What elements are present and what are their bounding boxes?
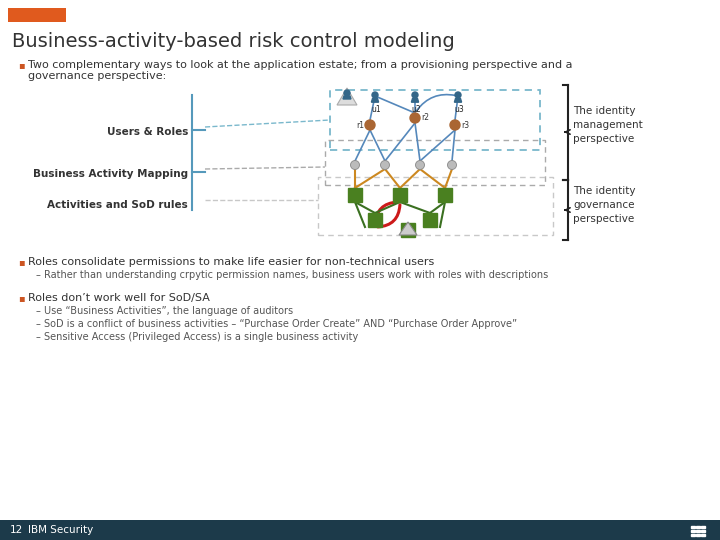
Text: r1: r1 xyxy=(356,120,364,130)
Bar xyxy=(348,188,362,202)
Text: Roles don’t work well for SoD/SA: Roles don’t work well for SoD/SA xyxy=(28,293,210,303)
Polygon shape xyxy=(343,96,351,99)
Text: Business-activity-based risk control modeling: Business-activity-based risk control mod… xyxy=(12,32,455,51)
Circle shape xyxy=(351,160,359,170)
Polygon shape xyxy=(372,99,379,102)
Bar xyxy=(691,530,695,532)
Bar xyxy=(701,525,704,528)
Bar xyxy=(691,534,695,536)
Polygon shape xyxy=(454,99,462,102)
Text: r2: r2 xyxy=(421,113,429,123)
Circle shape xyxy=(455,92,461,98)
Bar xyxy=(401,223,415,237)
Circle shape xyxy=(410,113,420,123)
Circle shape xyxy=(365,120,375,130)
Text: ▪: ▪ xyxy=(18,293,24,303)
Circle shape xyxy=(415,160,425,170)
Bar xyxy=(691,525,695,528)
Circle shape xyxy=(450,120,460,130)
Bar xyxy=(696,530,700,532)
Text: r3: r3 xyxy=(461,120,469,130)
Text: Activities and SoD rules: Activities and SoD rules xyxy=(48,200,188,210)
Bar xyxy=(438,188,452,202)
Circle shape xyxy=(344,90,350,96)
Polygon shape xyxy=(337,88,357,105)
Text: Users & Roles: Users & Roles xyxy=(107,127,188,137)
Text: – Rather than understanding crpytic permission names, business users work with r: – Rather than understanding crpytic perm… xyxy=(36,270,548,280)
Bar xyxy=(0,520,720,540)
Text: Roles consolidate permissions to make life easier for non-technical users: Roles consolidate permissions to make li… xyxy=(28,257,434,267)
Circle shape xyxy=(372,92,378,98)
Circle shape xyxy=(412,92,418,98)
Bar xyxy=(696,534,700,536)
Bar xyxy=(701,534,704,536)
Bar xyxy=(368,213,382,227)
Circle shape xyxy=(448,160,456,170)
Text: governance perspective:: governance perspective: xyxy=(28,71,166,81)
Bar xyxy=(8,8,66,22)
Text: ▪: ▪ xyxy=(18,60,24,70)
Polygon shape xyxy=(399,222,417,235)
Bar xyxy=(423,213,437,227)
Text: 12: 12 xyxy=(10,525,23,535)
Bar xyxy=(393,188,407,202)
Text: The identity
governance
perspective: The identity governance perspective xyxy=(573,186,636,224)
Text: u1: u1 xyxy=(372,105,381,114)
Text: ▪: ▪ xyxy=(18,257,24,267)
Text: u2: u2 xyxy=(411,105,420,114)
Text: The identity
management
perspective: The identity management perspective xyxy=(573,106,643,144)
Text: IBM Security: IBM Security xyxy=(28,525,94,535)
Text: Business Activity Mapping: Business Activity Mapping xyxy=(33,169,188,179)
Bar xyxy=(696,525,700,528)
Text: – Sensitive Access (Privileged Access) is a single business activity: – Sensitive Access (Privileged Access) i… xyxy=(36,332,359,342)
Circle shape xyxy=(380,160,390,170)
Polygon shape xyxy=(411,99,418,102)
Bar xyxy=(701,530,704,532)
Text: – SoD is a conflict of business activities – “Purchase Order Create” AND “Purcha: – SoD is a conflict of business activiti… xyxy=(36,319,517,329)
Text: – Use “Business Activities”, the language of auditors: – Use “Business Activities”, the languag… xyxy=(36,306,293,316)
Text: u3: u3 xyxy=(454,105,464,114)
Text: Two complementary ways to look at the application estate; from a provisioning pe: Two complementary ways to look at the ap… xyxy=(28,60,572,70)
